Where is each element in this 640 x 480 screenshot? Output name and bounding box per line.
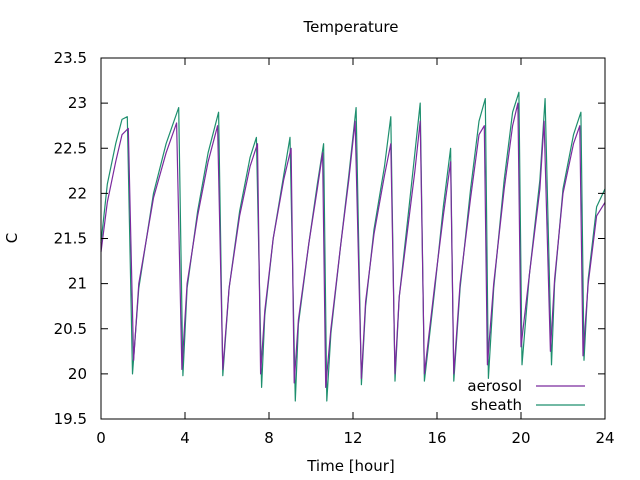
y-tick-label: 21 — [68, 275, 87, 293]
x-tick-label: 20 — [511, 429, 530, 447]
y-tick-label: 22.5 — [54, 139, 87, 157]
x-tick-label: 12 — [343, 429, 362, 447]
x-tick-label: 16 — [427, 429, 446, 447]
x-tick-label: 24 — [595, 429, 614, 447]
y-tick-label: 21.5 — [54, 230, 87, 248]
legend-label-aerosol: aerosol — [467, 377, 522, 395]
y-tick-label: 19.5 — [54, 410, 87, 428]
y-tick-label: 22 — [68, 184, 87, 202]
chart-title: Temperature — [302, 18, 398, 36]
x-tick-label: 0 — [96, 429, 106, 447]
y-tick-label: 23 — [68, 94, 87, 112]
x-axis-label: Time [hour] — [306, 457, 395, 475]
ticks-layer: 0 4 8 12 16 20 24 19.5 20 20.5 21 21.5 22 22.5 23 23.5 — [54, 49, 615, 447]
series-line-aerosol — [100, 102, 606, 388]
plot-area-frame — [100, 57, 606, 420]
x-tick-label: 8 — [264, 429, 274, 447]
series-layer — [100, 91, 606, 402]
y-axis-label: C — [3, 233, 21, 243]
y-tick-label: 20 — [68, 365, 87, 383]
y-tick-label: 23.5 — [54, 49, 87, 67]
y-tick-label: 20.5 — [54, 320, 87, 338]
legend-label-sheath: sheath — [471, 396, 522, 414]
x-tick-label: 4 — [180, 429, 190, 447]
